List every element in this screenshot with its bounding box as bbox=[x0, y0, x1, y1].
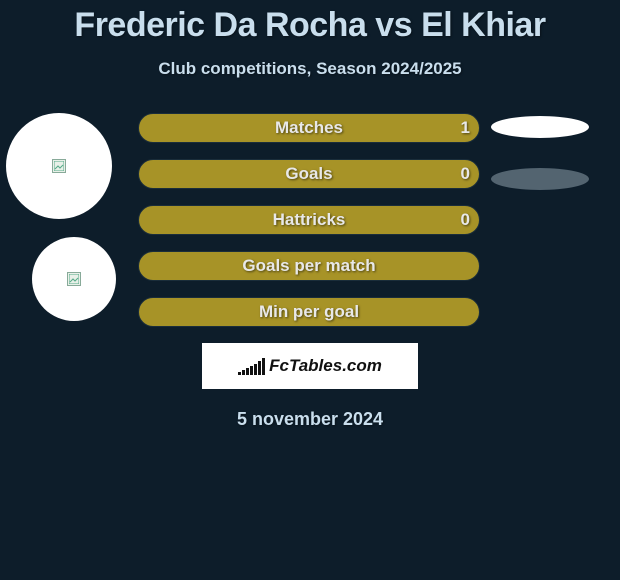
image-placeholder-icon bbox=[52, 159, 66, 173]
stat-label: Hattricks bbox=[273, 210, 346, 230]
stat-row-matches: Matches 1 bbox=[138, 113, 480, 143]
player-1-avatar bbox=[6, 113, 112, 219]
comparison-panel: Matches 1 Goals 0 Hattricks 0 Goals per … bbox=[0, 113, 620, 327]
stat-row-min-per-goal: Min per goal bbox=[138, 297, 480, 327]
stat-value: 1 bbox=[461, 118, 470, 138]
page-title: Frederic Da Rocha vs El Khiar bbox=[0, 0, 620, 45]
comparison-pill-matches bbox=[490, 115, 590, 139]
stat-label: Matches bbox=[275, 118, 343, 138]
stat-value: 0 bbox=[461, 210, 470, 230]
date-label: 5 november 2024 bbox=[0, 409, 620, 430]
stat-row-goals-per-match: Goals per match bbox=[138, 251, 480, 281]
player-2-avatar bbox=[32, 237, 116, 321]
pills-column bbox=[490, 113, 590, 191]
brand-text: FcTables.com bbox=[269, 356, 382, 376]
stat-row-hattricks: Hattricks 0 bbox=[138, 205, 480, 235]
brand-chart-icon bbox=[238, 358, 265, 375]
comparison-pill-goals bbox=[490, 167, 590, 191]
stat-label: Goals per match bbox=[242, 256, 375, 276]
stat-bars: Matches 1 Goals 0 Hattricks 0 Goals per … bbox=[138, 113, 480, 327]
brand-box: FcTables.com bbox=[202, 343, 418, 389]
stat-label: Min per goal bbox=[259, 302, 359, 322]
stat-row-goals: Goals 0 bbox=[138, 159, 480, 189]
stat-label: Goals bbox=[285, 164, 332, 184]
page-subtitle: Club competitions, Season 2024/2025 bbox=[0, 59, 620, 79]
avatars-column bbox=[6, 113, 116, 321]
image-placeholder-icon bbox=[67, 272, 81, 286]
stat-value: 0 bbox=[461, 164, 470, 184]
